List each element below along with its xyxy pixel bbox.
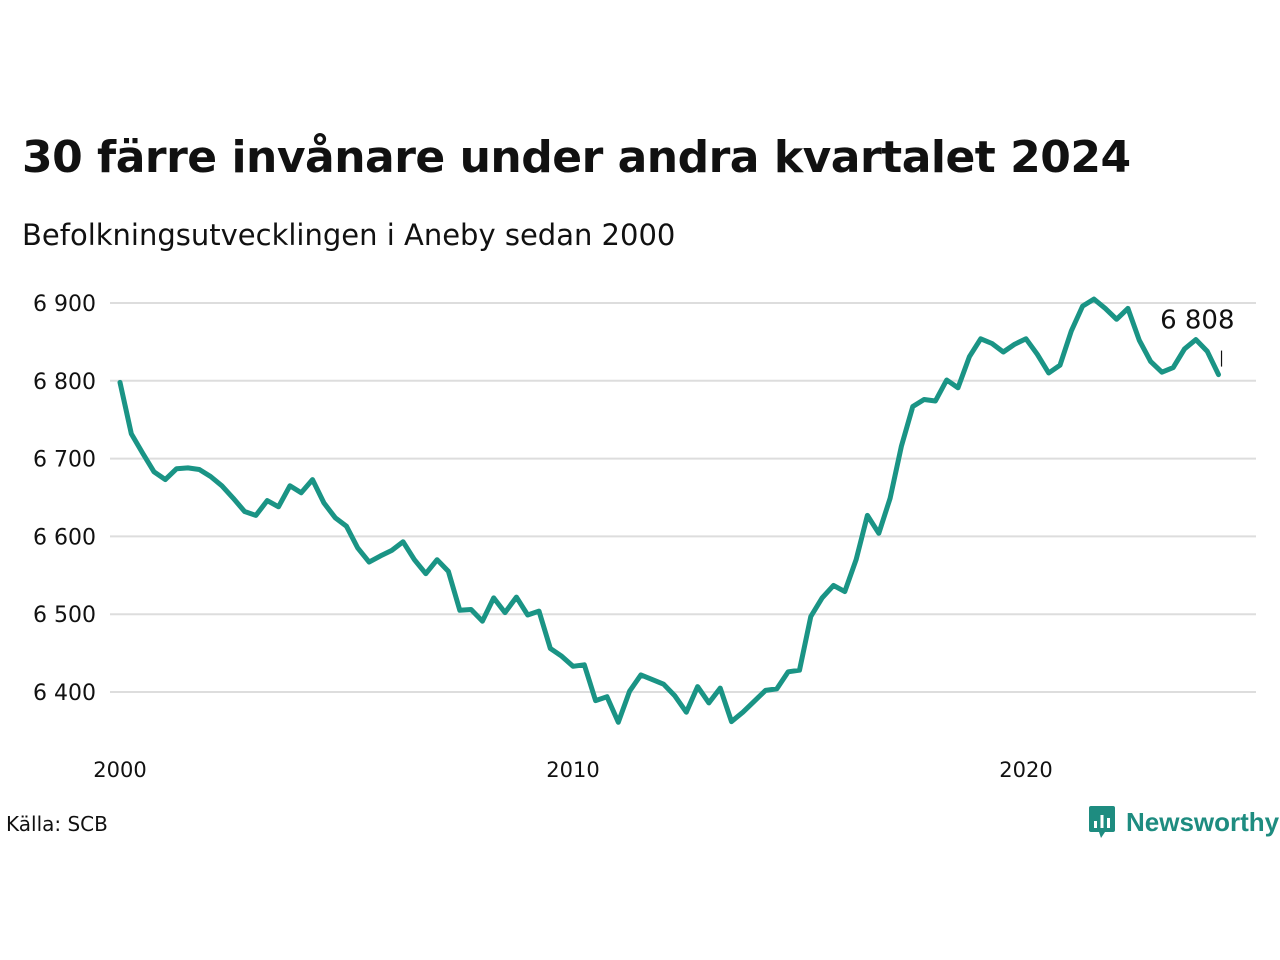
series-layer (117, 296, 1221, 725)
y-axis-ticks: 6 400 6 500 6 600 6 700 6 800 6 900 (33, 292, 96, 706)
source-note: Källa: SCB (6, 812, 108, 836)
y-tick-label: 6 700 (33, 448, 96, 473)
chart-subtitle: Befolkningsutvecklingen i Aneby sedan 20… (22, 218, 676, 252)
y-tick-label: 6 600 (33, 525, 96, 550)
y-tick-label: 6 800 (33, 370, 96, 395)
x-axis-ticks: 2000 2010 2020 (93, 758, 1052, 782)
last-value-label: 6 808 (1160, 306, 1234, 336)
x-tick-label: 2010 (546, 758, 599, 782)
newsworthy-logo-icon (1089, 806, 1115, 838)
series-line (117, 296, 1221, 725)
y-tick-label: 6 400 (33, 681, 96, 706)
y-tick-label: 6 500 (33, 603, 96, 628)
x-tick-label: 2000 (93, 758, 146, 782)
y-tick-label: 6 900 (33, 292, 96, 317)
brand-logo: Newsworthy (1088, 802, 1279, 842)
annotation-layer: 6 808 (1160, 306, 1235, 367)
chart-title: 30 färre invånare under andra kvartalet … (22, 132, 1131, 183)
x-tick-label: 2020 (999, 758, 1052, 782)
gridlines (110, 302, 1256, 693)
brand-name: Newsworthy (1126, 806, 1280, 837)
